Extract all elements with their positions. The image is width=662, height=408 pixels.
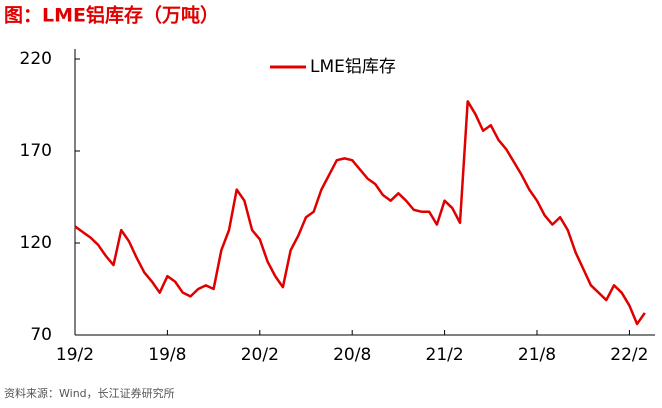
y-tick-label: 120 — [20, 233, 52, 253]
source: 资料来源：Wind，长江证券研究所 — [4, 386, 175, 400]
x-tick-label: 21/2 — [426, 345, 464, 365]
chart-title: 图：LME铝库存（万吨） — [4, 4, 219, 27]
legend-label: LME铝库存 — [310, 57, 396, 77]
y-tick-label: 220 — [20, 49, 52, 69]
x-tick-label: 20/8 — [333, 345, 371, 365]
x-tick-label: 21/8 — [518, 345, 556, 365]
line-series — [74, 100, 646, 326]
x-tick-label: 19/8 — [148, 345, 186, 365]
y-tick-label: 70 — [30, 325, 52, 345]
x-tick-label: 22/2 — [610, 345, 648, 365]
x-tick-label: 20/2 — [241, 345, 279, 365]
y-tick-label: 170 — [20, 141, 52, 161]
x-tick-label: 19/2 — [56, 345, 94, 365]
